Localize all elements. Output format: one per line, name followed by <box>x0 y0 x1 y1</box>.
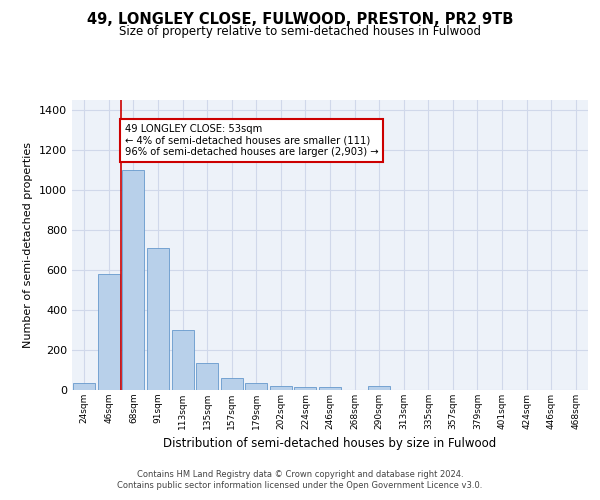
Text: Size of property relative to semi-detached houses in Fulwood: Size of property relative to semi-detach… <box>119 25 481 38</box>
Bar <box>196 363 218 390</box>
Y-axis label: Number of semi-detached properties: Number of semi-detached properties <box>23 142 34 348</box>
Bar <box>98 274 120 390</box>
Bar <box>172 330 194 390</box>
Bar <box>245 383 268 390</box>
X-axis label: Distribution of semi-detached houses by size in Fulwood: Distribution of semi-detached houses by … <box>163 438 497 450</box>
Bar <box>221 378 243 390</box>
Bar <box>368 386 390 390</box>
Bar <box>147 248 169 390</box>
Text: Contains HM Land Registry data © Crown copyright and database right 2024.: Contains HM Land Registry data © Crown c… <box>137 470 463 479</box>
Bar <box>270 386 292 390</box>
Text: Contains public sector information licensed under the Open Government Licence v3: Contains public sector information licen… <box>118 481 482 490</box>
Bar <box>295 387 316 390</box>
Text: 49, LONGLEY CLOSE, FULWOOD, PRESTON, PR2 9TB: 49, LONGLEY CLOSE, FULWOOD, PRESTON, PR2… <box>87 12 513 28</box>
Bar <box>319 387 341 390</box>
Bar <box>122 170 145 390</box>
Bar <box>73 383 95 390</box>
Text: 49 LONGLEY CLOSE: 53sqm
← 4% of semi-detached houses are smaller (111)
96% of se: 49 LONGLEY CLOSE: 53sqm ← 4% of semi-det… <box>125 124 379 157</box>
